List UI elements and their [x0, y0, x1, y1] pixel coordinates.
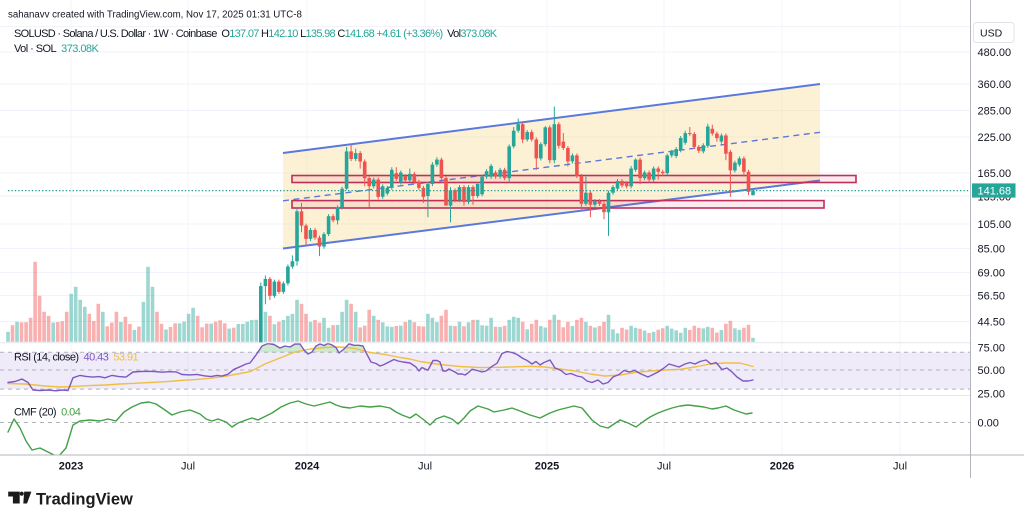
svg-text:480.00: 480.00	[978, 47, 1012, 59]
svg-text:0.00: 0.00	[978, 418, 999, 430]
svg-text:Jul: Jul	[657, 461, 671, 473]
svg-text:Jul: Jul	[181, 461, 195, 473]
svg-text:2023: 2023	[59, 461, 83, 473]
svg-text:USD: USD	[980, 28, 1003, 40]
svg-text:360.00: 360.00	[978, 79, 1012, 91]
svg-text:44.50: 44.50	[978, 317, 1006, 329]
svg-text:75.00: 75.00	[978, 343, 1006, 355]
svg-text:SOLUSD · Solana / U.S. Dollar: SOLUSD · Solana / U.S. Dollar · 1W · Coi…	[14, 28, 498, 40]
svg-text:141.68: 141.68	[978, 186, 1012, 198]
svg-text:165.00: 165.00	[978, 168, 1012, 180]
svg-text:sahanavv created with TradingV: sahanavv created with TradingView.com, N…	[8, 10, 302, 21]
svg-text:TradingView: TradingView	[36, 491, 133, 509]
svg-text:85.00: 85.00	[978, 244, 1006, 256]
svg-text:CMF (20) 0.04: CMF (20) 0.04	[14, 407, 81, 419]
svg-text:25.00: 25.00	[978, 389, 1006, 401]
svg-text:2025: 2025	[535, 461, 559, 473]
svg-text:RSI (14, close) 40.43 53.91: RSI (14, close) 40.43 53.91	[14, 352, 139, 364]
svg-text:Jul: Jul	[418, 461, 432, 473]
svg-text:105.00: 105.00	[978, 219, 1012, 231]
svg-text:Vol · SOL 373.08K: Vol · SOL 373.08K	[14, 43, 99, 55]
svg-text:56.50: 56.50	[978, 291, 1006, 303]
svg-text:2024: 2024	[295, 461, 320, 473]
svg-text:285.00: 285.00	[978, 106, 1012, 118]
svg-text:Jul: Jul	[893, 461, 907, 473]
svg-text:225.00: 225.00	[978, 132, 1012, 144]
svg-text:2026: 2026	[770, 461, 794, 473]
svg-text:69.00: 69.00	[978, 268, 1006, 280]
svg-text:50.00: 50.00	[978, 365, 1006, 377]
